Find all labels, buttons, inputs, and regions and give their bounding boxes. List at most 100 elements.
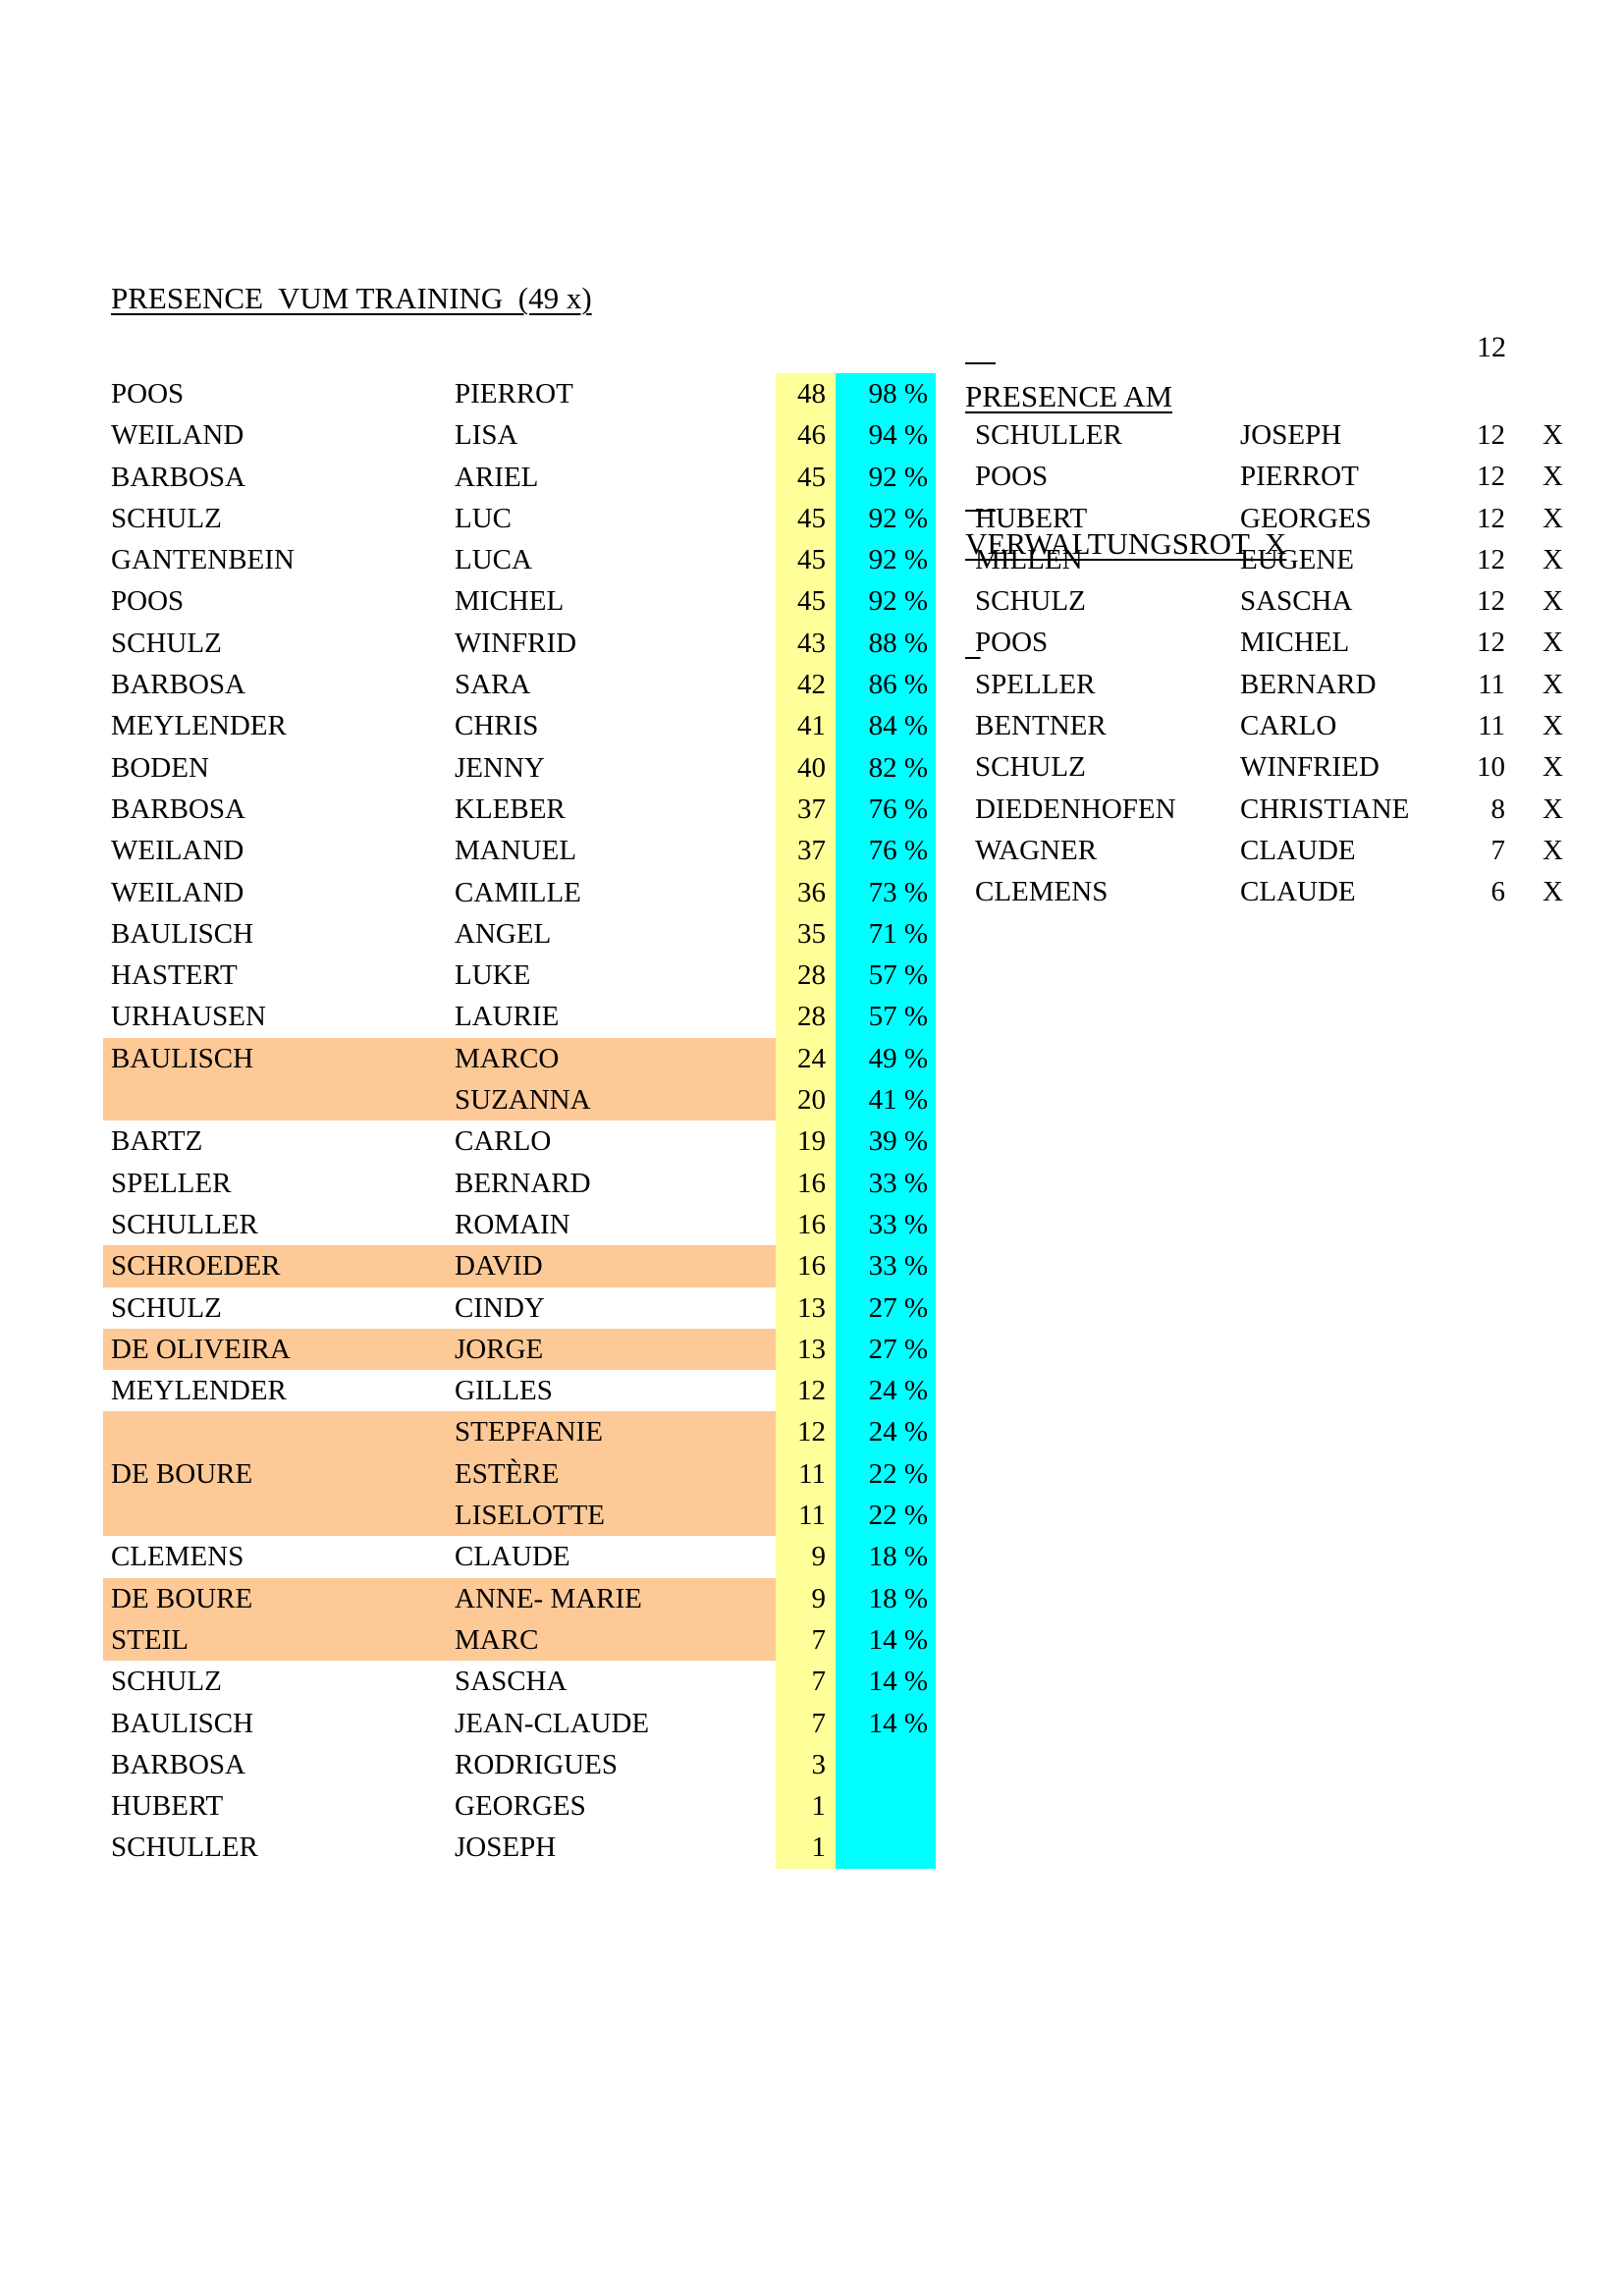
table-row: POOS PIERROT 48 98 % <box>103 373 936 415</box>
firstname-cell: WINFRID <box>455 627 577 659</box>
attendance-count-cell: 7 <box>1490 834 1506 866</box>
table-row: SPELLER BERNARD 11 X <box>975 664 1563 705</box>
table-row: WEILAND MANUEL 37 76 % <box>103 830 936 872</box>
x-mark-cell: X <box>1543 792 1563 825</box>
attendance-percent-cell: 24 % <box>836 1411 936 1453</box>
surname-cell: POOS <box>111 585 185 618</box>
surname-cell: HUBERT <box>975 502 1088 534</box>
firstname-cell: CINDY <box>455 1291 545 1324</box>
firstname-cell: BERNARD <box>1240 668 1377 700</box>
surname-cell: BARTZ <box>111 1125 203 1158</box>
table-row: SCHULZ CINDY 13 27 % <box>103 1286 936 1329</box>
attendance-count-cell: 11 <box>1478 710 1505 742</box>
attendance-count-cell: 40 <box>776 746 836 789</box>
firstname-cell: CLAUDE <box>1240 834 1356 866</box>
right-table-total-sessions: 12 <box>1477 331 1506 363</box>
attendance-count-cell: 37 <box>776 788 836 831</box>
attendance-percent-cell: 92 % <box>836 497 936 540</box>
firstname-cell: GEORGES <box>455 1790 586 1823</box>
firstname-cell: BERNARD <box>455 1167 591 1199</box>
x-mark-cell: X <box>1543 502 1563 534</box>
surname-cell: BAULISCH <box>111 1707 254 1739</box>
attendance-percent-cell: 57 % <box>836 996 936 1038</box>
firstname-cell: MANUEL <box>455 835 577 867</box>
attendance-count-cell: 12 <box>1477 461 1505 493</box>
table-row: CLEMENS CLAUDE 9 18 % <box>103 1536 936 1578</box>
surname-cell: STEIL <box>103 1618 455 1662</box>
firstname-cell: CARLO <box>1240 710 1337 742</box>
attendance-count-cell: 13 <box>776 1328 836 1371</box>
table-row: DE BOURE ESTÈRE 11 22 % <box>103 1452 936 1496</box>
table-row: SCHROEDER DAVID 16 33 % <box>103 1245 936 1287</box>
table-row: SCHULLER JOSEPH 1 <box>103 1827 936 1869</box>
x-mark-cell: X <box>1543 751 1563 784</box>
table-row: LISELOTTE 11 22 % <box>103 1495 936 1537</box>
firstname-cell: KLEBER <box>455 792 566 825</box>
verwaltungsrot-presence-table: SCHULLER JOSEPH 12 X POOS PIERROT 12 X H… <box>975 414 1563 913</box>
attendance-count-cell: 46 <box>776 414 836 457</box>
attendance-percent-cell: 71 % <box>836 912 936 956</box>
surname-cell: DE OLIVEIRA <box>103 1328 455 1371</box>
firstname-cell: MARCO <box>455 1037 776 1080</box>
table-row: DE OLIVEIRA JORGE 13 27 % <box>103 1328 936 1371</box>
table-row: SCHULZ LUC 45 92 % <box>103 497 936 540</box>
x-mark-cell: X <box>1543 834 1563 866</box>
attendance-count-cell: 37 <box>776 830 836 872</box>
attendance-count-cell: 48 <box>776 373 836 415</box>
table-row: STEIL MARC 7 14 % <box>103 1618 936 1662</box>
surname-cell: BARBOSA <box>111 792 245 825</box>
attendance-percent-cell: 18 % <box>836 1536 936 1578</box>
table-row: HUBERT GEORGES 12 X <box>975 498 1563 539</box>
attendance-count-cell: 6 <box>1490 876 1506 908</box>
attendance-percent-cell: 73 % <box>836 871 936 913</box>
surname-cell: HASTERT <box>111 959 238 992</box>
attendance-count-cell: 35 <box>776 912 836 956</box>
firstname-cell: CLAUDE <box>1240 876 1356 908</box>
firstname-cell: MICHEL <box>455 585 565 618</box>
firstname-cell: ARIEL <box>455 461 539 493</box>
firstname-cell: ESTÈRE <box>455 1452 776 1496</box>
attendance-percent-cell: 86 % <box>836 664 936 706</box>
firstname-cell: LISELOTTE <box>455 1495 776 1537</box>
firstname-cell: MARC <box>455 1618 776 1662</box>
surname-cell: HUBERT <box>111 1790 224 1823</box>
table-row: BAULISCH ANGEL 35 71 % <box>103 912 936 956</box>
firstname-cell: GILLES <box>455 1375 553 1407</box>
x-mark-cell: X <box>1543 419 1563 451</box>
surname-cell: CLEMENS <box>111 1541 244 1573</box>
table-row: DE BOURE ANNE- MARIE 9 18 % <box>103 1577 936 1619</box>
attendance-percent-cell: 14 % <box>836 1618 936 1662</box>
table-row: SUZANNA 20 41 % <box>103 1079 936 1121</box>
x-mark-cell: X <box>1543 461 1563 493</box>
table-row: BAULISCH JEAN-CLAUDE 7 14 % <box>103 1702 936 1744</box>
attendance-percent-cell <box>836 1785 936 1828</box>
table-row: MEYLENDER CHRIS 41 84 % <box>103 705 936 747</box>
x-mark-cell: X <box>1543 543 1563 575</box>
x-mark-cell: X <box>1543 876 1563 908</box>
surname-cell: SCHULZ <box>111 1666 222 1698</box>
table-row: BARBOSA SARA 42 86 % <box>103 664 936 706</box>
attendance-count-cell: 10 <box>1477 751 1505 784</box>
surname-cell: MEYLENDER <box>111 710 287 742</box>
attendance-count-cell: 28 <box>776 996 836 1038</box>
attendance-percent-cell: 27 % <box>836 1286 936 1329</box>
firstname-cell: GEORGES <box>1240 502 1372 534</box>
attendance-percent-cell: 14 % <box>836 1702 936 1744</box>
firstname-cell: PIERROT <box>1240 461 1359 493</box>
attendance-count-cell: 45 <box>776 580 836 623</box>
right-table-title-line1: PRESENCE AM <box>965 379 1173 413</box>
attendance-percent-cell: 57 % <box>836 955 936 997</box>
attendance-percent-cell: 33 % <box>836 1245 936 1287</box>
firstname-cell: DAVID <box>455 1245 776 1287</box>
table-row: SCHULLER ROMAIN 16 33 % <box>103 1203 936 1246</box>
attendance-count-cell: 1 <box>776 1827 836 1869</box>
surname-cell <box>103 1495 455 1537</box>
attendance-count-cell: 8 <box>1490 792 1506 825</box>
surname-cell: DIEDENHOFEN <box>975 792 1176 825</box>
attendance-count-cell: 12 <box>1477 543 1505 575</box>
table-row: URHAUSEN LAURIE 28 57 % <box>103 996 936 1038</box>
surname-cell: SPELLER <box>975 668 1096 700</box>
attendance-count-cell: 20 <box>776 1079 836 1121</box>
attendance-percent-cell: 88 % <box>836 622 936 665</box>
